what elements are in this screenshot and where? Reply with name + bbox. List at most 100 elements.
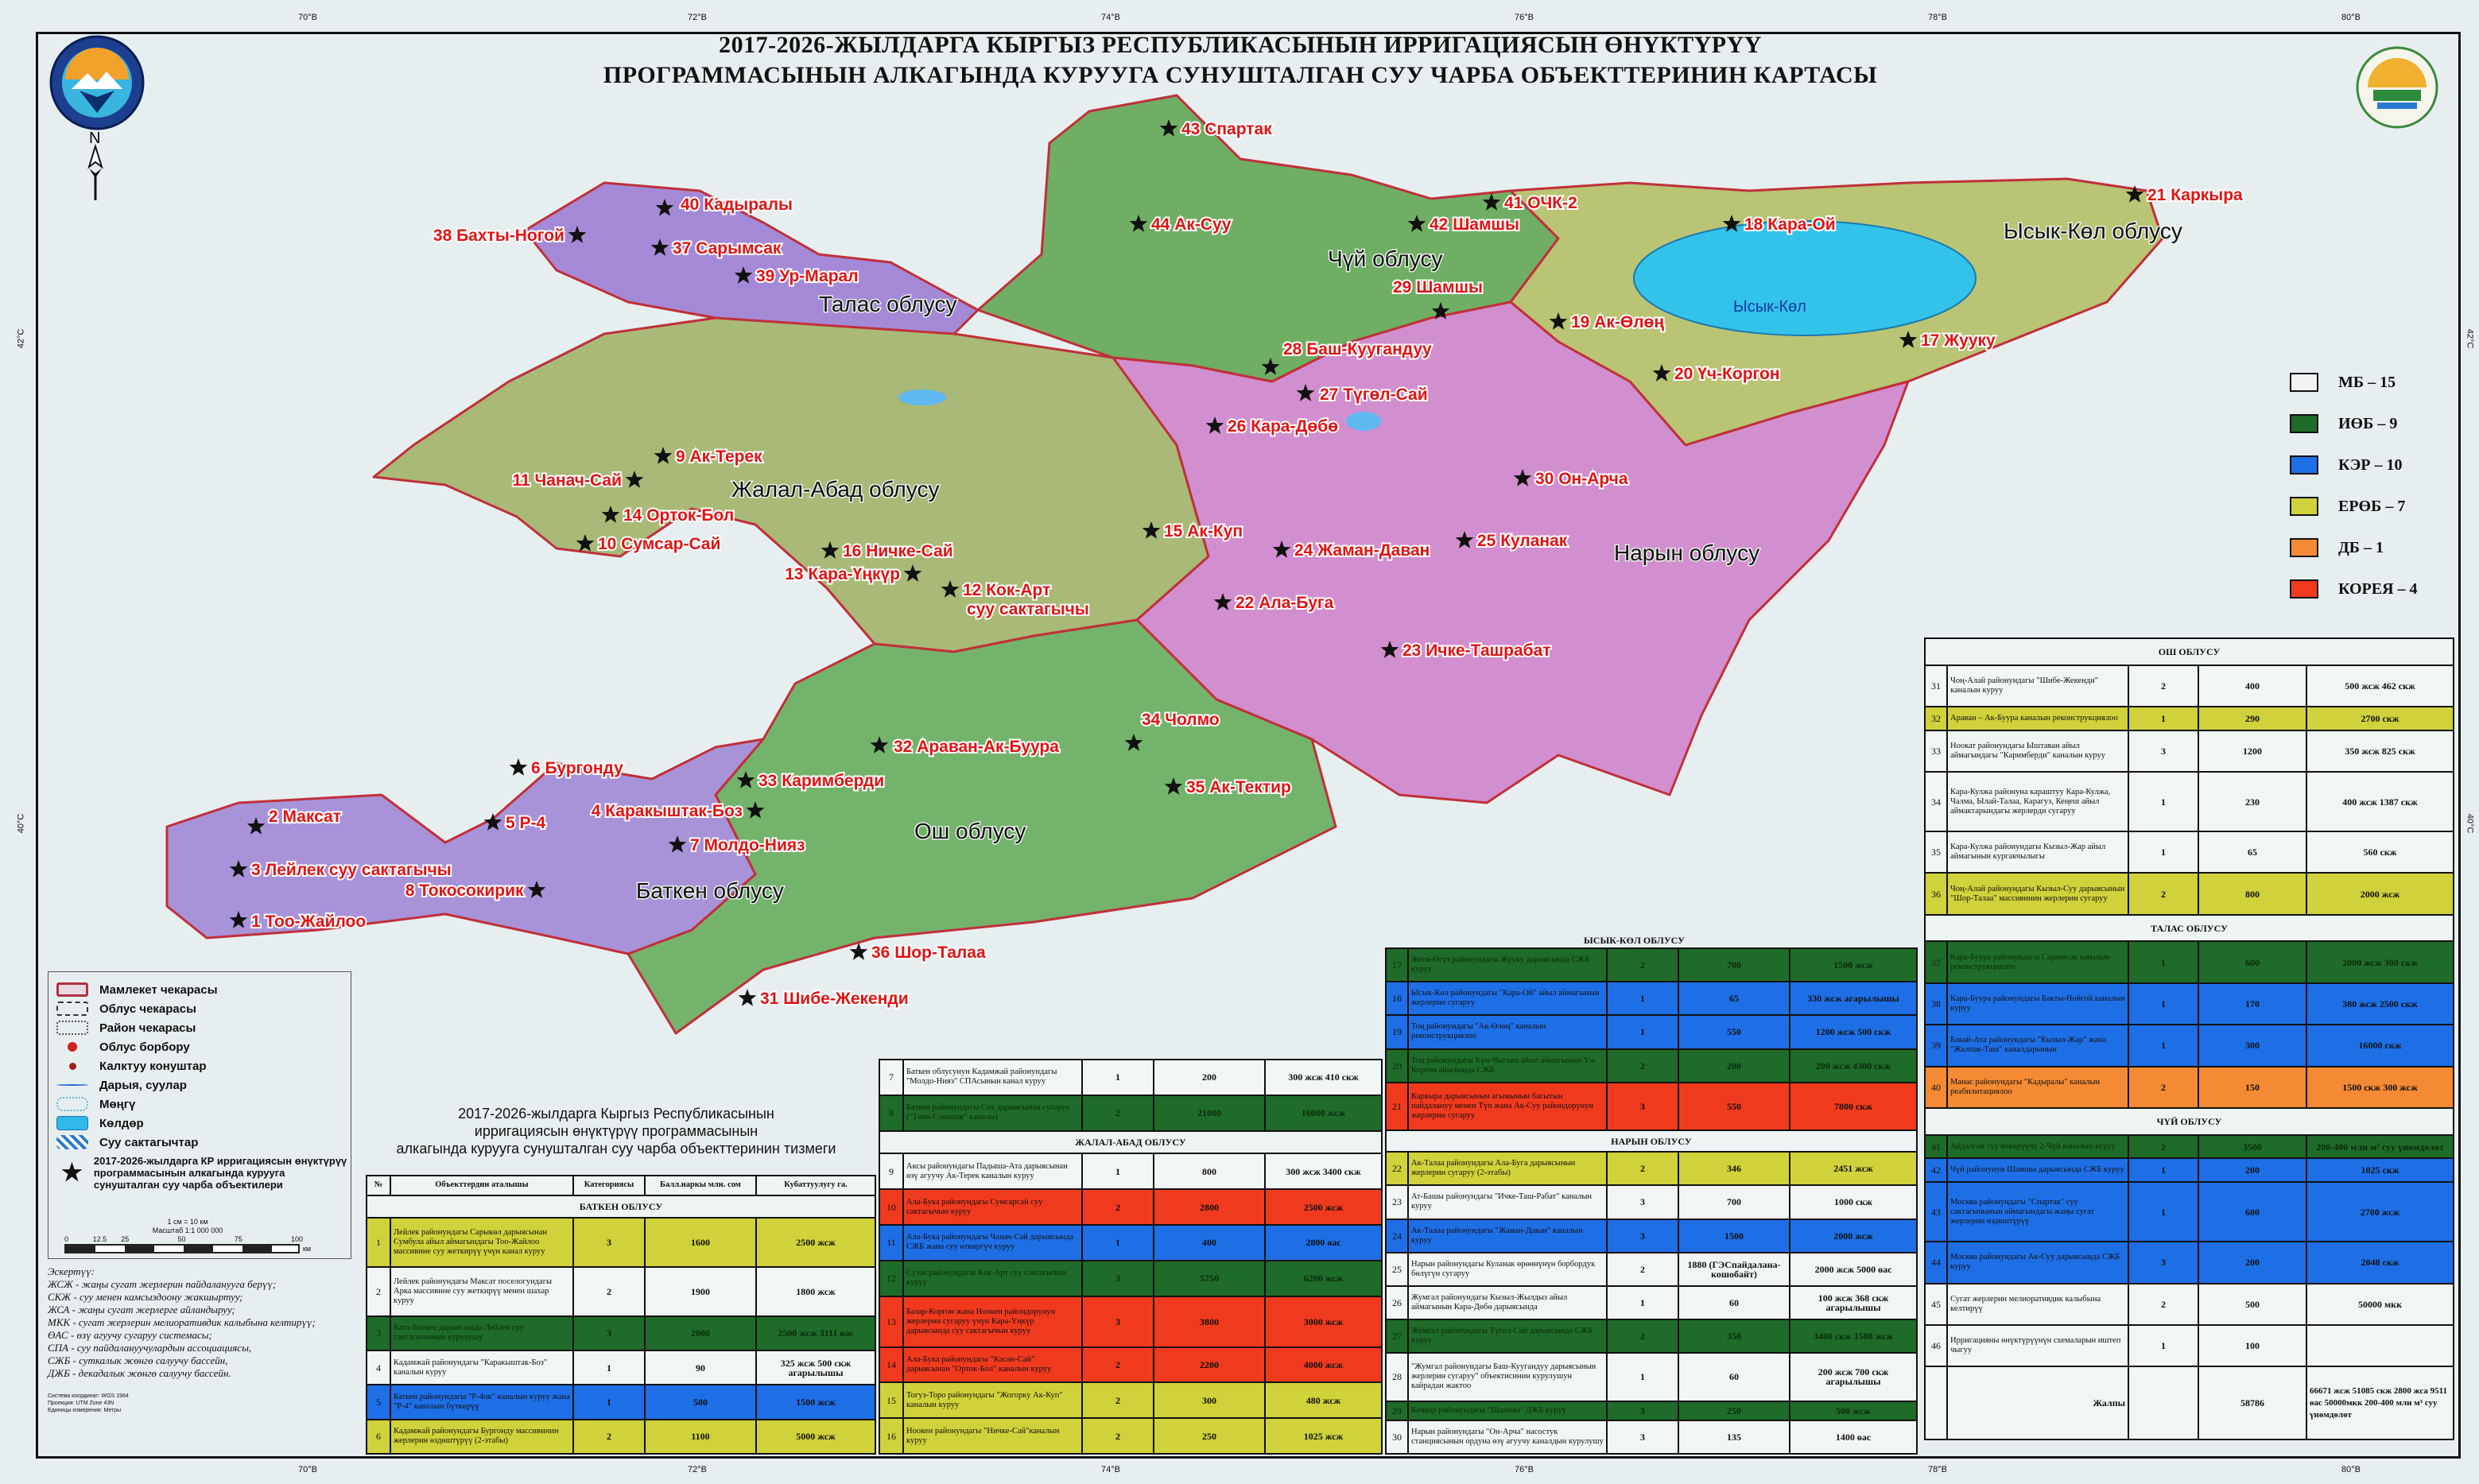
project-site-star-icon[interactable] — [1213, 593, 1232, 610]
table-row[interactable]: 22 Ак-Талаа районундагы Ала-Буга дарыясын… — [1385, 1151, 1918, 1187]
table-row[interactable]: 31 Чоң-Алай районундагы "Шибе-Жекенди" ка… — [1924, 664, 2455, 708]
project-site-label[interactable]: 24 Жаман-Даван — [1293, 540, 1431, 561]
table-row[interactable]: 43 Москва районундагы "Спартак" суу сакта… — [1924, 1181, 2455, 1243]
project-site-label[interactable]: 26 Кара-Дөбө — [1226, 416, 1340, 437]
project-site-star-icon[interactable] — [654, 447, 673, 464]
table-row[interactable]: 40 Манас районундагы "Кадыралы" каналын р… — [1924, 1065, 2455, 1109]
project-site-label[interactable]: 9 Ак-Терек — [674, 446, 764, 467]
table-row[interactable]: 36 Чоң-Алай районундагы Кызыл-Суу дарыясы… — [1924, 872, 2455, 916]
table-row[interactable]: 37 Кара-Буура районундагы Сарымсак каналы… — [1924, 940, 2455, 984]
project-site-label[interactable]: 31 Шибе-Жекенди — [758, 988, 910, 1009]
project-site-label[interactable]: 13 Кара-Үңкүр — [783, 564, 902, 585]
table-row[interactable]: 16 Ноокен районундагы "Ничке-Сай"каналын … — [879, 1417, 1383, 1455]
project-site-label[interactable]: 37 Сарымсак — [671, 238, 783, 259]
project-site-star-icon[interactable] — [849, 943, 868, 960]
table-row[interactable]: 11 Ала-Бука районундагы Чанач-Сай дарыясы… — [879, 1223, 1383, 1261]
project-site-star-icon[interactable] — [655, 199, 674, 216]
project-site-label[interactable]: 23 Ичке-Ташрабат — [1401, 640, 1553, 661]
project-site-star-icon[interactable] — [821, 541, 840, 559]
table-row[interactable]: 34 Кара-Кулжа районуна караштуу Кара-Кулж… — [1924, 771, 2455, 833]
project-site-label[interactable]: 1 Тоо-Жайлоо — [250, 911, 367, 932]
project-site-star-icon[interactable] — [1142, 521, 1161, 539]
table-row[interactable]: 1 Лейлек районундагы Сарыкөл дарыясынан С… — [366, 1216, 876, 1268]
table-row[interactable]: 24 Ак-Талаа районундагы "Жаман-Даван" кан… — [1385, 1218, 1918, 1253]
project-site-label[interactable]: 16 Ничке-Сай — [841, 541, 955, 562]
table-row[interactable]: 15 Тогуз-Торо районундагы "Жогорку Ак-Куп… — [879, 1381, 1383, 1420]
project-site-star-icon[interactable] — [625, 471, 644, 488]
project-site-star-icon[interactable] — [650, 238, 669, 256]
project-site-star-icon[interactable] — [483, 813, 502, 831]
project-site-star-icon[interactable] — [246, 817, 266, 835]
project-site-label[interactable]: 11 Чанач-Сай — [511, 470, 624, 491]
project-site-star-icon[interactable] — [1482, 193, 1501, 211]
project-site-star-icon[interactable] — [1296, 384, 1315, 401]
project-site-star-icon[interactable] — [568, 226, 587, 243]
table-row[interactable]: 41 Айдалган суу өткөрүүчү 2-Чүй каналын к… — [1924, 1133, 2455, 1160]
project-site-star-icon[interactable] — [941, 580, 960, 598]
project-site-star-icon[interactable] — [1124, 734, 1143, 751]
table-row[interactable]: 14 Ала-Бука районундагы "Касан-Сай" дарыя… — [879, 1346, 1383, 1384]
project-site-label[interactable]: 14 Орток-Бол — [622, 505, 735, 526]
table-row[interactable]: 21 Каркыра дарыясынын агымынын багытын па… — [1385, 1081, 1918, 1132]
project-site-star-icon[interactable] — [601, 506, 620, 523]
project-site-label[interactable]: 17 Жууку — [1919, 330, 1997, 351]
table-row[interactable]: 33 Ноокат районундагы Ыштаван айыл аймагы… — [1924, 729, 2455, 773]
project-site-label[interactable]: 38 Бахты-Ногой — [432, 225, 566, 246]
table-row[interactable]: 3 Ката-Баткен дарыясында Лейлек суу сакта… — [366, 1315, 876, 1351]
project-site-star-icon[interactable] — [1164, 777, 1183, 795]
table-row[interactable]: 23 Ат-Башы районундагы "Ичке-Таш-Рабат" к… — [1385, 1184, 1918, 1220]
table-row[interactable]: 38 Кара-Буура районундагы Бакты-Нойгой ка… — [1924, 982, 2455, 1026]
project-site-label[interactable]: 36 Шор-Талаа — [870, 942, 987, 963]
project-site-star-icon[interactable] — [229, 860, 248, 878]
table-row[interactable]: 13 Базар-Коргон жана Ноокен райондорунун … — [879, 1295, 1383, 1348]
project-site-label[interactable]: 30 Он-Арча — [1534, 468, 1630, 490]
table-row[interactable]: 20 Тоң районундагы Күн-Чыгыш айыл аймагын… — [1385, 1048, 1918, 1083]
project-site-label[interactable]: 28 Баш-Куугандуу — [1282, 339, 1433, 360]
project-site-star-icon[interactable] — [1513, 469, 1532, 486]
project-site-star-icon[interactable] — [736, 771, 755, 788]
table-row[interactable]: 26 Жумгал районундагы Кызыл-Жылдыз айыл а… — [1385, 1284, 1918, 1321]
table-row[interactable]: 4 Кадамжай районундагы "Каракыштак-Боз" к… — [366, 1349, 876, 1386]
table-row[interactable]: 17 Жети-Өгүз районундагы Жууку дарыясында… — [1385, 947, 1918, 983]
project-site-star-icon[interactable] — [1455, 531, 1474, 548]
project-site-star-icon[interactable] — [1129, 215, 1148, 232]
project-site-star-icon[interactable] — [746, 801, 765, 819]
project-site-label[interactable]: 32 Араван-Ак-Буура — [892, 736, 1061, 757]
table-row[interactable]: 35 Кара-Кулжа районундагы Кызыл-Жар айыл … — [1924, 831, 2455, 874]
table-row[interactable]: 32 Араван – Ак-Буура каналын реконструкци… — [1924, 706, 2455, 731]
project-site-star-icon[interactable] — [509, 758, 528, 776]
project-site-star-icon[interactable] — [1652, 364, 1671, 382]
project-site-star-icon[interactable] — [1407, 215, 1426, 232]
project-site-star-icon[interactable] — [1380, 641, 1399, 658]
project-site-label[interactable]: 10 Сумсар-Сай — [596, 533, 722, 555]
project-site-label[interactable]: 34 Чолмо — [1140, 709, 1221, 730]
project-site-star-icon[interactable] — [734, 266, 753, 284]
project-site-label[interactable]: 5 Р-4 — [504, 812, 548, 834]
project-site-star-icon[interactable] — [1722, 215, 1741, 232]
table-row[interactable]: 44 Москва районундагы Ак-Суу дарыясында С… — [1924, 1241, 2455, 1284]
table-row[interactable]: 10 Ала-Бука районундагы Сумсарсай суу сак… — [879, 1188, 1383, 1226]
project-site-label[interactable]: 15 Ак-Куп — [1162, 521, 1244, 542]
project-site-star-icon[interactable] — [1899, 331, 1918, 348]
project-site-label[interactable]: 21 Каркыра — [2146, 184, 2244, 206]
project-site-label[interactable]: 25 Куланак — [1476, 530, 1569, 552]
table-row[interactable]: 27 Жумгал районундагы Түгөл-Сай дарыясынд… — [1385, 1319, 1918, 1354]
project-site-star-icon[interactable] — [1205, 417, 1224, 434]
table-row[interactable]: 28 "Жумгал районундагы Баш-Куугандуу дары… — [1385, 1352, 1918, 1402]
project-site-label[interactable]: 39 Ур-Марал — [755, 265, 860, 287]
table-row[interactable]: 2 Лейлек районундагы Максат поселогундагы… — [366, 1265, 876, 1317]
project-site-label[interactable]: 8 Токосокирик — [404, 880, 526, 901]
table-row[interactable]: 42 Чүй районунун Шамшы дарыясында СЖБ кур… — [1924, 1157, 2455, 1184]
table-row[interactable]: 45 Сугат жерлерин мелиоративдик калыбына … — [1924, 1282, 2455, 1326]
project-site-star-icon[interactable] — [576, 534, 595, 552]
project-site-label[interactable]: 43 Спартак — [1180, 118, 1274, 140]
table-row[interactable]: 30 Нарын районундагы "Он-Арча" насостук с… — [1385, 1419, 1918, 1455]
project-site-label[interactable]: 44 Ак-Суу — [1150, 214, 1233, 235]
project-site-label[interactable]: 18 Кара-Ой — [1743, 214, 1837, 235]
project-site-label[interactable]: 27 Түгөл-Сай — [1318, 384, 1430, 405]
project-site-label[interactable]: 7 Молдо-Нияз — [689, 835, 807, 856]
project-site-star-icon[interactable] — [1261, 358, 1280, 375]
project-site-star-icon[interactable] — [903, 564, 922, 582]
project-site-label[interactable]: 22 Ала-Буга — [1234, 592, 1336, 614]
